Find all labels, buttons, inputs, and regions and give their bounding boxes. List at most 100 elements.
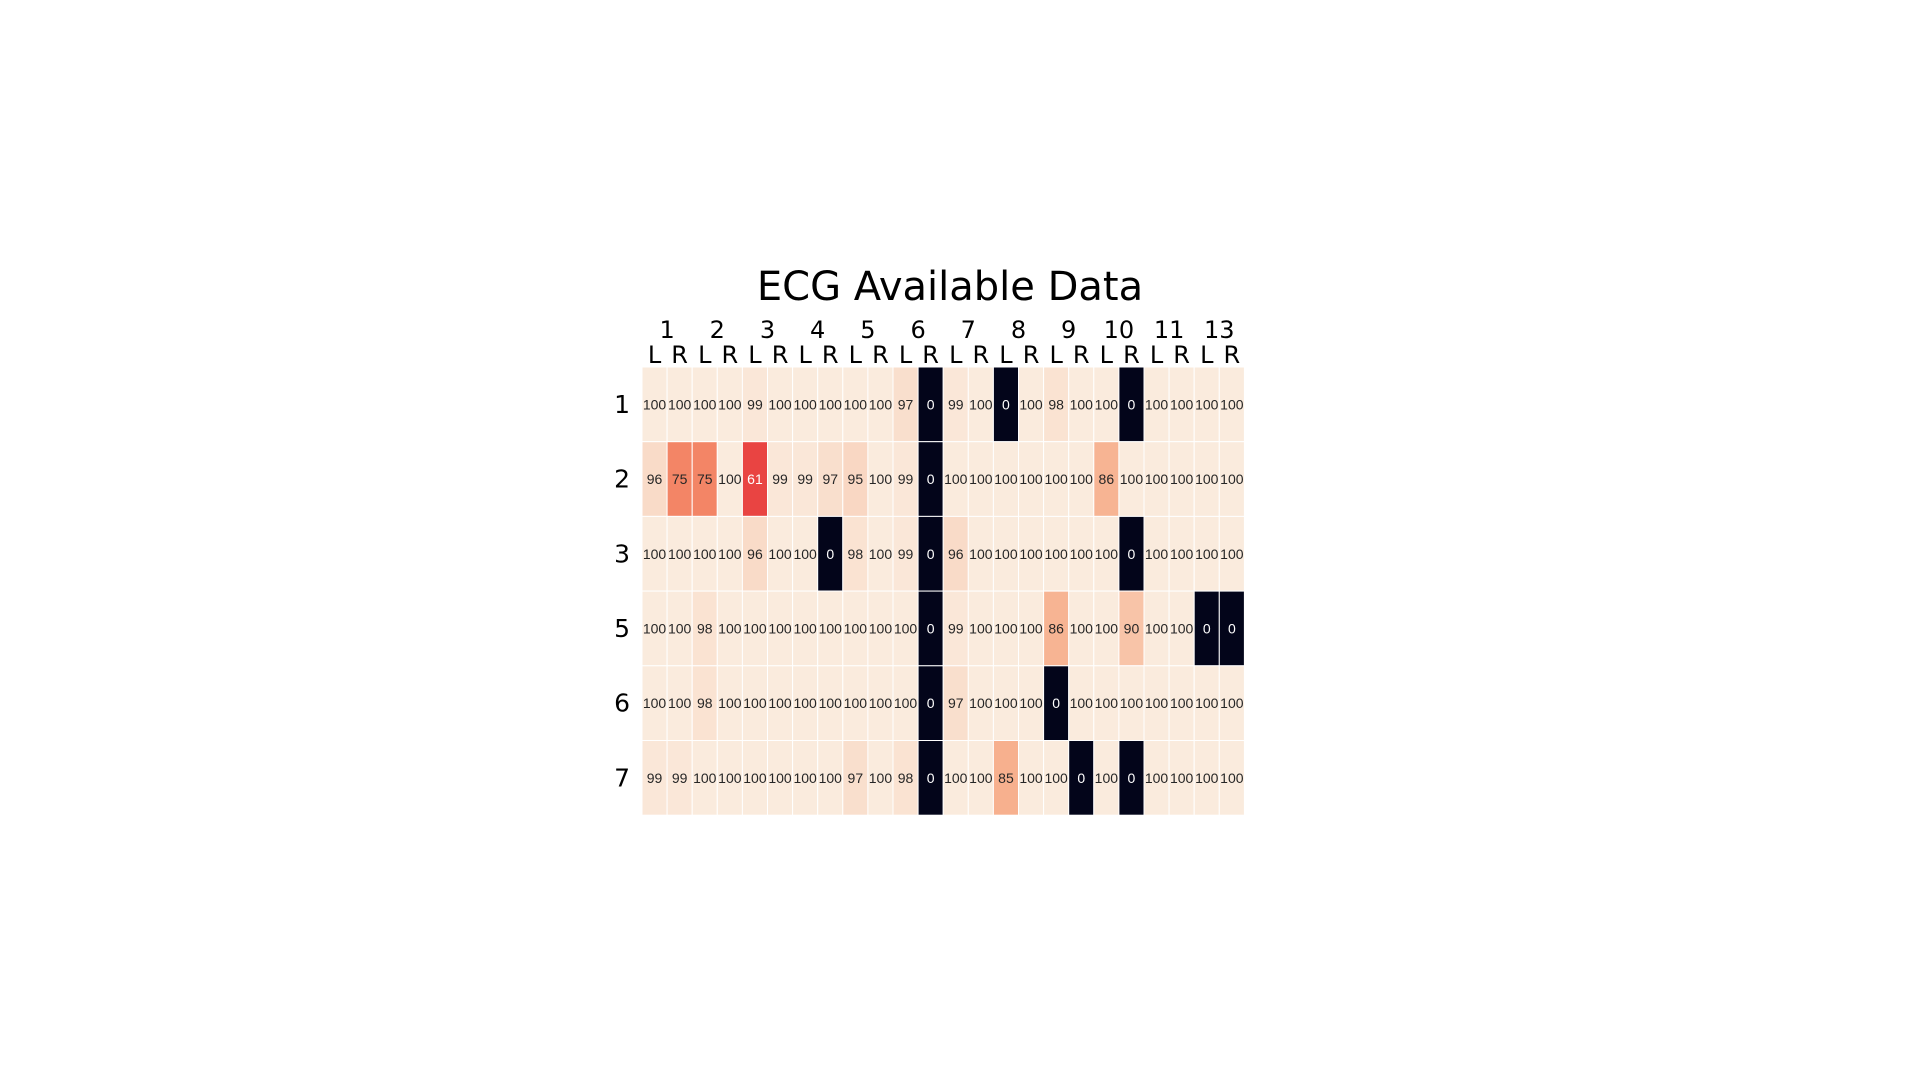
heatmap-cell-1-9L <box>1043 366 1070 443</box>
column-side-label-2-R: R <box>722 341 739 369</box>
heatmap-cell-2-13L <box>1193 441 1220 517</box>
heatmap-cell-1-13L <box>1193 366 1220 443</box>
heatmap-cell-5-1R <box>666 590 693 667</box>
heatmap-cell-value-6-5L: 100 <box>844 695 868 711</box>
heatmap-cell-value-6-10L: 100 <box>1095 695 1119 711</box>
column-group-label-1: 1 <box>659 316 674 344</box>
heatmap-cell-value-7-4R: 100 <box>819 770 843 786</box>
heatmap-cell-value-6-9R: 100 <box>1070 695 1094 711</box>
heatmap-cell-6-7R <box>967 665 994 741</box>
heatmap-cell-3-9R <box>1068 515 1095 592</box>
heatmap-cell-1-6R <box>917 366 944 443</box>
heatmap-cell-value-6-8R: 100 <box>1019 695 1043 711</box>
heatmap-cell-6-5L <box>842 665 869 741</box>
heatmap-cell-value-7-5L: 97 <box>848 770 864 786</box>
heatmap-cell-value-7-11L: 100 <box>1145 770 1169 786</box>
heatmap-cell-5-5R <box>867 590 894 667</box>
column-side-label-7-R: R <box>973 341 990 369</box>
column-side-label-11-L: L <box>1150 341 1164 369</box>
heatmap-cell-value-7-6L: 98 <box>898 770 914 786</box>
column-group-label-6: 6 <box>910 316 925 344</box>
column-group-label-9: 9 <box>1061 316 1076 344</box>
row-label-1: 1 <box>614 390 630 419</box>
heatmap-cell-2-11R <box>1168 441 1195 517</box>
heatmap-cell-value-3-3R: 100 <box>768 546 792 562</box>
heatmap-cell-value-5-4R: 100 <box>819 620 843 636</box>
heatmap-cell-value-1-6R: 0 <box>927 396 935 412</box>
heatmap-cell-value-1-5R: 100 <box>869 396 893 412</box>
column-side-label-8-R: R <box>1023 341 1040 369</box>
heatmap-cell-7-3R <box>767 740 794 816</box>
heatmap-cell-value-1-10L: 100 <box>1095 396 1119 412</box>
heatmap-cell-value-1-2L: 100 <box>693 396 717 412</box>
heatmap-cell-7-5R <box>867 740 894 816</box>
heatmap-cell-value-3-7R: 100 <box>969 546 993 562</box>
row-label-6: 6 <box>614 689 630 718</box>
column-side-label-5-R: R <box>872 341 889 369</box>
heatmap-cell-value-5-9R: 100 <box>1070 620 1094 636</box>
column-group-label-7: 7 <box>961 316 976 344</box>
heatmap-cell-value-6-2R: 100 <box>718 695 742 711</box>
heatmap-cell-3-2L <box>691 515 718 592</box>
heatmap-cell-5-13L <box>1193 590 1220 667</box>
heatmap-cell-value-5-1L: 100 <box>643 620 667 636</box>
heatmap-cell-value-3-7L: 96 <box>948 546 964 562</box>
column-side-label-13-R: R <box>1224 341 1241 369</box>
heatmap-cell-value-2-10L: 86 <box>1099 471 1115 487</box>
heatmap-cell-value-1-4R: 100 <box>819 396 843 412</box>
heatmap-cell-value-2-2R: 100 <box>718 471 742 487</box>
heatmap-cell-5-10L <box>1093 590 1120 667</box>
heatmap-cell-value-7-8R: 100 <box>1019 770 1043 786</box>
heatmap-cell-value-5-7R: 100 <box>969 620 993 636</box>
heatmap-cell-value-1-3L: 99 <box>747 396 763 412</box>
heatmap-cell-6-4R <box>817 665 844 741</box>
heatmap-cell-value-1-11L: 100 <box>1145 396 1169 412</box>
heatmap-cell-value-1-2R: 100 <box>718 396 742 412</box>
heatmap-cell-value-6-7L: 97 <box>948 695 964 711</box>
column-group-label-4: 4 <box>810 316 825 344</box>
heatmap-cell-value-7-3R: 100 <box>768 770 792 786</box>
heatmap-cell-3-7L <box>942 515 969 592</box>
heatmap-cell-value-7-5R: 100 <box>869 770 893 786</box>
column-side-label-5-L: L <box>849 341 863 369</box>
heatmap-cell-value-7-9R: 0 <box>1077 770 1085 786</box>
heatmap-cell-value-2-3L: 61 <box>747 471 763 487</box>
heatmap-cell-value-2-6L: 99 <box>898 471 914 487</box>
heatmap-cell-value-6-3L: 100 <box>743 695 767 711</box>
column-side-label-1-R: R <box>671 341 688 369</box>
heatmap-cell-value-5-5L: 100 <box>844 620 868 636</box>
chart-title: ECG Available Data <box>757 264 1143 310</box>
heatmap-cell-value-2-7L: 100 <box>944 471 968 487</box>
row-label-2: 2 <box>614 465 630 494</box>
heatmap-cell-value-2-13R: 100 <box>1220 471 1244 487</box>
column-side-label-10-L: L <box>1100 341 1114 369</box>
heatmap-cell-1-10R <box>1118 366 1145 443</box>
heatmap-cell-value-5-10L: 100 <box>1095 620 1119 636</box>
heatmap-cell-6-1R <box>666 665 693 741</box>
heatmap-cell-value-5-3L: 100 <box>743 620 767 636</box>
heatmap-cell-value-6-2L: 98 <box>697 695 713 711</box>
heatmap-cell-value-3-11L: 100 <box>1145 546 1169 562</box>
heatmap-cell-value-7-1R: 99 <box>672 770 688 786</box>
heatmap-cell-value-5-13R: 0 <box>1228 620 1236 636</box>
heatmap-cell-3-11L <box>1143 515 1170 592</box>
heatmap-cell-7-7R <box>967 740 994 816</box>
heatmap-cell-value-1-9R: 100 <box>1070 396 1094 412</box>
heatmap-cell-value-7-1L: 99 <box>647 770 663 786</box>
heatmap-cell-value-3-6L: 99 <box>898 546 914 562</box>
heatmap-cell-1-8R <box>1018 366 1045 443</box>
heatmap-cell-value-7-7L: 100 <box>944 770 968 786</box>
heatmap-cell-value-2-1L: 96 <box>647 471 663 487</box>
heatmap-cell-7-2L <box>691 740 718 816</box>
heatmap-cell-value-2-9L: 100 <box>1044 471 1068 487</box>
column-side-label-6-L: L <box>899 341 913 369</box>
heatmap-cell-value-6-10R: 100 <box>1120 695 1144 711</box>
heatmap-cell-value-2-9R: 100 <box>1070 471 1094 487</box>
heatmap-cell-1-10L <box>1093 366 1120 443</box>
column-group-label-8: 8 <box>1011 316 1026 344</box>
heatmap-cell-value-3-6R: 0 <box>927 546 935 562</box>
heatmap-cell-1-11R <box>1168 366 1195 443</box>
heatmap-cell-7-1R <box>666 740 693 816</box>
heatmap-cell-value-7-11R: 100 <box>1170 770 1194 786</box>
